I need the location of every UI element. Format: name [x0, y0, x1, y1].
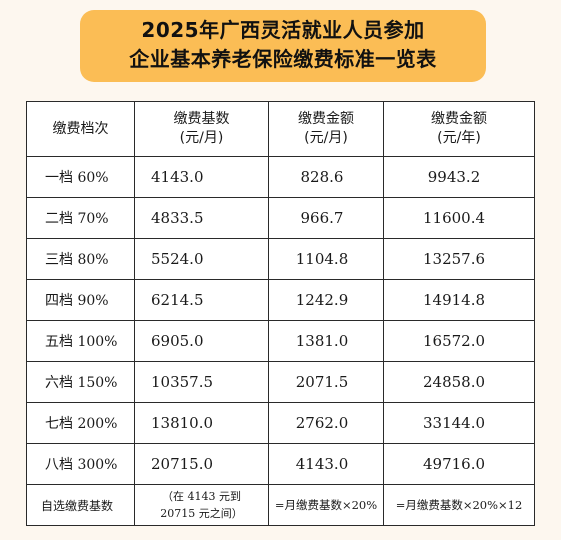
yearly-cell: 49716.0	[383, 443, 535, 485]
tier-cell: 五档 100%	[26, 320, 135, 362]
monthly-cell: 2762.0	[268, 402, 384, 444]
monthly-cell: 2071.5	[268, 361, 384, 403]
yearly-cell: 11600.4	[383, 197, 535, 239]
header-monthly-label: 缴费金额	[298, 111, 354, 127]
tier-cell: 六档 150%	[26, 361, 135, 403]
yearly-cell: 14914.8	[383, 279, 535, 321]
table-row: 六档 150% 10357.5 2071.5 24858.0	[26, 361, 535, 403]
header-yearly-unit: (元/年)	[437, 130, 481, 146]
monthly-cell: 966.7	[268, 197, 384, 239]
custom-monthly-formula: =月缴费基数×20%	[268, 484, 384, 526]
monthly-cell: 828.6	[268, 156, 384, 198]
custom-range-line-1: （在 4143 元到	[162, 490, 241, 503]
tier-cell: 一档 60%	[26, 156, 135, 198]
title-line-2: 企业基本养老保险缴费标准一览表	[129, 47, 437, 71]
tier-cell: 七档 200%	[26, 402, 135, 444]
table-row: 八档 300% 20715.0 4143.0 49716.0	[26, 443, 535, 485]
base-cell: 5524.0	[134, 238, 269, 280]
contribution-table: 缴费档次 缴费基数 (元/月) 缴费金额 (元/月) 缴费金额 (元/年) 一档…	[26, 101, 535, 526]
yearly-cell: 16572.0	[383, 320, 535, 362]
base-cell: 4143.0	[134, 156, 269, 198]
tier-cell: 三档 80%	[26, 238, 135, 280]
tier-cell: 八档 300%	[26, 443, 135, 485]
header-monthly: 缴费金额 (元/月)	[268, 101, 384, 157]
contribution-table-container: 缴费档次 缴费基数 (元/月) 缴费金额 (元/月) 缴费金额 (元/年) 一档…	[26, 101, 535, 526]
header-yearly: 缴费金额 (元/年)	[383, 101, 535, 157]
tier-cell: 二档 70%	[26, 197, 135, 239]
yearly-cell: 24858.0	[383, 361, 535, 403]
base-cell: 10357.5	[134, 361, 269, 403]
custom-range-line-2: 20715 元之间）	[160, 507, 243, 520]
yearly-cell: 9943.2	[383, 156, 535, 198]
table-row: 七档 200% 13810.0 2762.0 33144.0	[26, 402, 535, 444]
base-cell: 6214.5	[134, 279, 269, 321]
base-cell: 20715.0	[134, 443, 269, 485]
base-cell: 13810.0	[134, 402, 269, 444]
monthly-cell: 1381.0	[268, 320, 384, 362]
title-banner: 2025年广西灵活就业人员参加 企业基本养老保险缴费标准一览表	[80, 10, 486, 82]
yearly-cell: 33144.0	[383, 402, 535, 444]
header-base: 缴费基数 (元/月)	[134, 101, 269, 157]
custom-yearly-formula: =月缴费基数×20%×12	[383, 484, 535, 526]
table-row: 二档 70% 4833.5 966.7 11600.4	[26, 197, 535, 239]
header-tier: 缴费档次	[26, 101, 135, 157]
monthly-cell: 1104.8	[268, 238, 384, 280]
table-row: 一档 60% 4143.0 828.6 9943.2	[26, 156, 535, 198]
custom-base-row: 自选缴费基数 （在 4143 元到 20715 元之间） =月缴费基数×20% …	[26, 484, 535, 526]
base-cell: 6905.0	[134, 320, 269, 362]
header-tier-label: 缴费档次	[52, 120, 109, 137]
monthly-cell: 1242.9	[268, 279, 384, 321]
table-row: 五档 100% 6905.0 1381.0 16572.0	[26, 320, 535, 362]
table-header-row: 缴费档次 缴费基数 (元/月) 缴费金额 (元/月) 缴费金额 (元/年)	[26, 101, 535, 157]
table-row: 四档 90% 6214.5 1242.9 14914.8	[26, 279, 535, 321]
header-base-unit: (元/月)	[179, 130, 224, 146]
monthly-cell: 4143.0	[268, 443, 384, 485]
custom-range-cell: （在 4143 元到 20715 元之间）	[134, 484, 269, 526]
table-row: 三档 80% 5524.0 1104.8 13257.6	[26, 238, 535, 280]
yearly-cell: 13257.6	[383, 238, 535, 280]
base-cell: 4833.5	[134, 197, 269, 239]
title-line-1: 2025年广西灵活就业人员参加	[141, 18, 425, 42]
custom-tier-cell: 自选缴费基数	[26, 484, 135, 526]
header-monthly-unit: (元/月)	[304, 130, 348, 146]
header-base-label: 缴费基数	[173, 111, 230, 127]
header-yearly-label: 缴费金额	[431, 111, 487, 127]
tier-cell: 四档 90%	[26, 279, 135, 321]
